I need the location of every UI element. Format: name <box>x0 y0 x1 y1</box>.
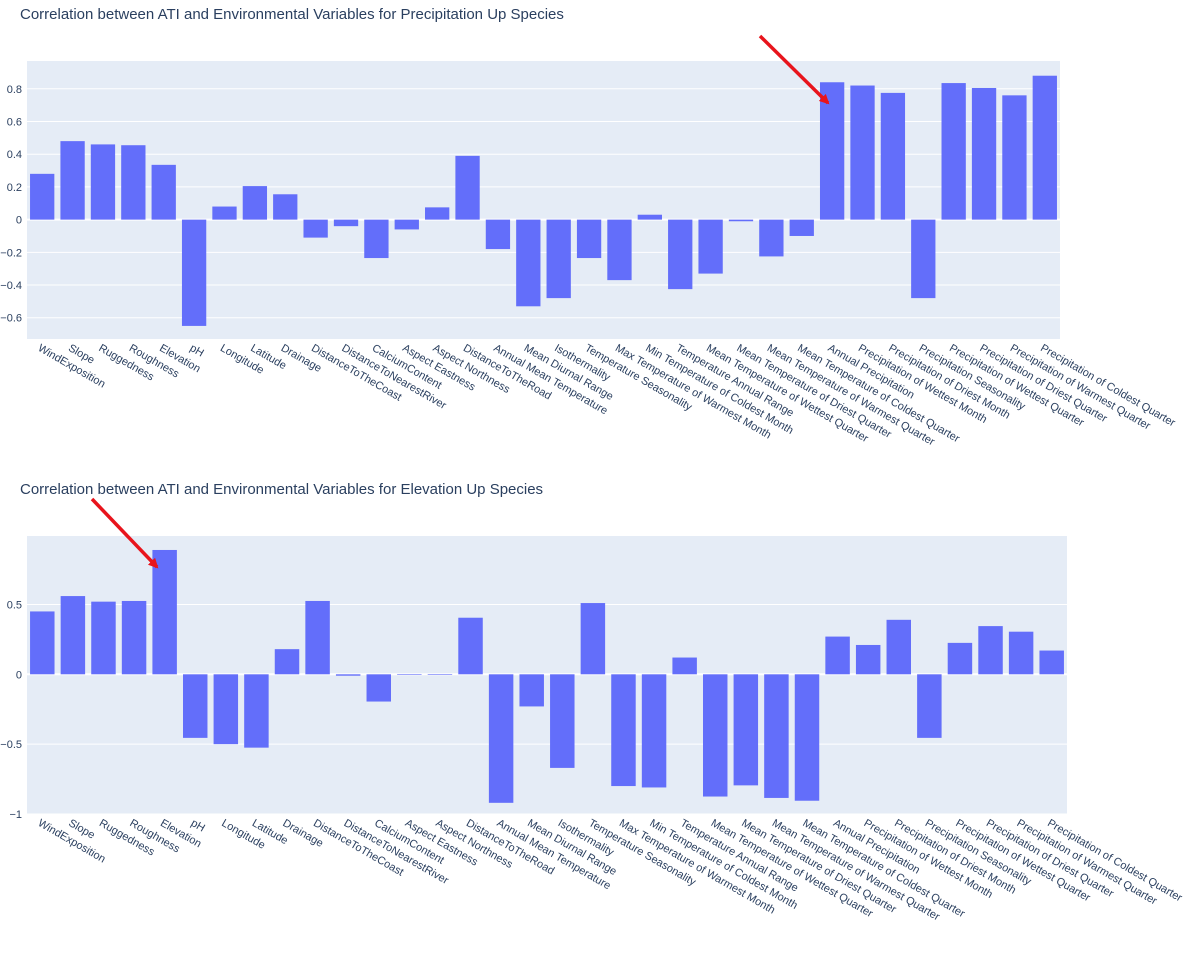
bar <box>395 220 419 230</box>
bar <box>577 220 601 258</box>
y-tick-label: −0.4 <box>0 280 22 292</box>
bar <box>734 674 758 785</box>
bar <box>703 674 727 796</box>
bar <box>334 220 358 227</box>
bar <box>917 674 941 738</box>
bar <box>638 215 662 220</box>
bar <box>795 674 819 800</box>
bar <box>182 220 206 326</box>
bar <box>214 674 238 744</box>
bar <box>972 88 996 220</box>
bar <box>397 674 421 675</box>
bar <box>519 674 543 706</box>
bar <box>607 220 631 281</box>
bar <box>668 220 692 290</box>
bar <box>881 93 905 220</box>
bar <box>121 145 145 219</box>
bar <box>790 220 814 236</box>
bar <box>611 674 635 786</box>
bar <box>30 611 54 674</box>
bar <box>425 207 449 219</box>
y-tick-label: 0.4 <box>7 149 22 161</box>
bar <box>212 207 236 220</box>
y-axis-ticks: −1 −0.5 0 0.5 <box>0 599 22 821</box>
bar <box>61 596 85 674</box>
bar <box>244 674 268 747</box>
bar <box>672 658 696 675</box>
bar <box>948 643 972 674</box>
bar <box>759 220 783 257</box>
bar <box>458 618 482 675</box>
bar <box>978 626 1002 674</box>
bar <box>91 602 115 675</box>
bar <box>856 645 880 674</box>
bar <box>428 674 452 675</box>
chart-title: Correlation between ATI and Environmenta… <box>20 481 543 498</box>
bar <box>1009 632 1033 675</box>
y-tick-label: 0 <box>16 669 22 681</box>
bar <box>60 141 84 219</box>
y-tick-label: 0.6 <box>7 117 22 129</box>
bar <box>303 220 327 238</box>
y-tick-label: 0 <box>16 215 22 227</box>
precipitation-up-chart: Correlation between ATI and Environmenta… <box>0 6 1177 448</box>
bar <box>698 220 722 274</box>
y-tick-label: −0.2 <box>0 247 22 259</box>
bar <box>1002 95 1026 219</box>
bar <box>911 220 935 298</box>
bar <box>486 220 510 249</box>
y-tick-label: 0.5 <box>7 599 22 611</box>
bar <box>91 144 115 219</box>
bar <box>729 220 753 222</box>
bar <box>516 220 540 307</box>
y-tick-label: −0.5 <box>0 739 22 751</box>
elevation-up-chart: Correlation between ATI and Environmenta… <box>0 481 1184 923</box>
bar <box>887 620 911 674</box>
bar <box>122 601 146 674</box>
y-axis-ticks: −0.6 −0.4 −0.2 0 0.2 0.4 0.6 0.8 <box>0 84 22 325</box>
bar <box>820 82 844 219</box>
bar <box>367 674 391 701</box>
bar <box>550 674 574 768</box>
bar <box>152 550 176 674</box>
bar <box>275 649 299 674</box>
bar <box>642 674 666 787</box>
bar <box>336 674 360 675</box>
bar <box>825 637 849 675</box>
bar <box>183 674 207 738</box>
bar <box>30 174 54 220</box>
bar <box>305 601 329 674</box>
y-tick-label: −0.6 <box>0 313 22 325</box>
bar <box>1039 651 1063 675</box>
bar <box>455 156 479 220</box>
bar <box>243 186 267 220</box>
bar <box>942 83 966 220</box>
bar <box>850 86 874 220</box>
bar <box>1033 76 1057 220</box>
chart-title: Correlation between ATI and Environmenta… <box>20 6 564 23</box>
bar <box>547 220 571 298</box>
bar <box>364 220 388 258</box>
bar <box>764 674 788 798</box>
bar <box>489 674 513 803</box>
y-tick-label: 0.2 <box>7 182 22 194</box>
bar <box>273 194 297 219</box>
y-tick-label: 0.8 <box>7 84 22 96</box>
bar <box>581 603 605 674</box>
bar <box>152 165 176 220</box>
y-tick-label: −1 <box>9 809 22 821</box>
